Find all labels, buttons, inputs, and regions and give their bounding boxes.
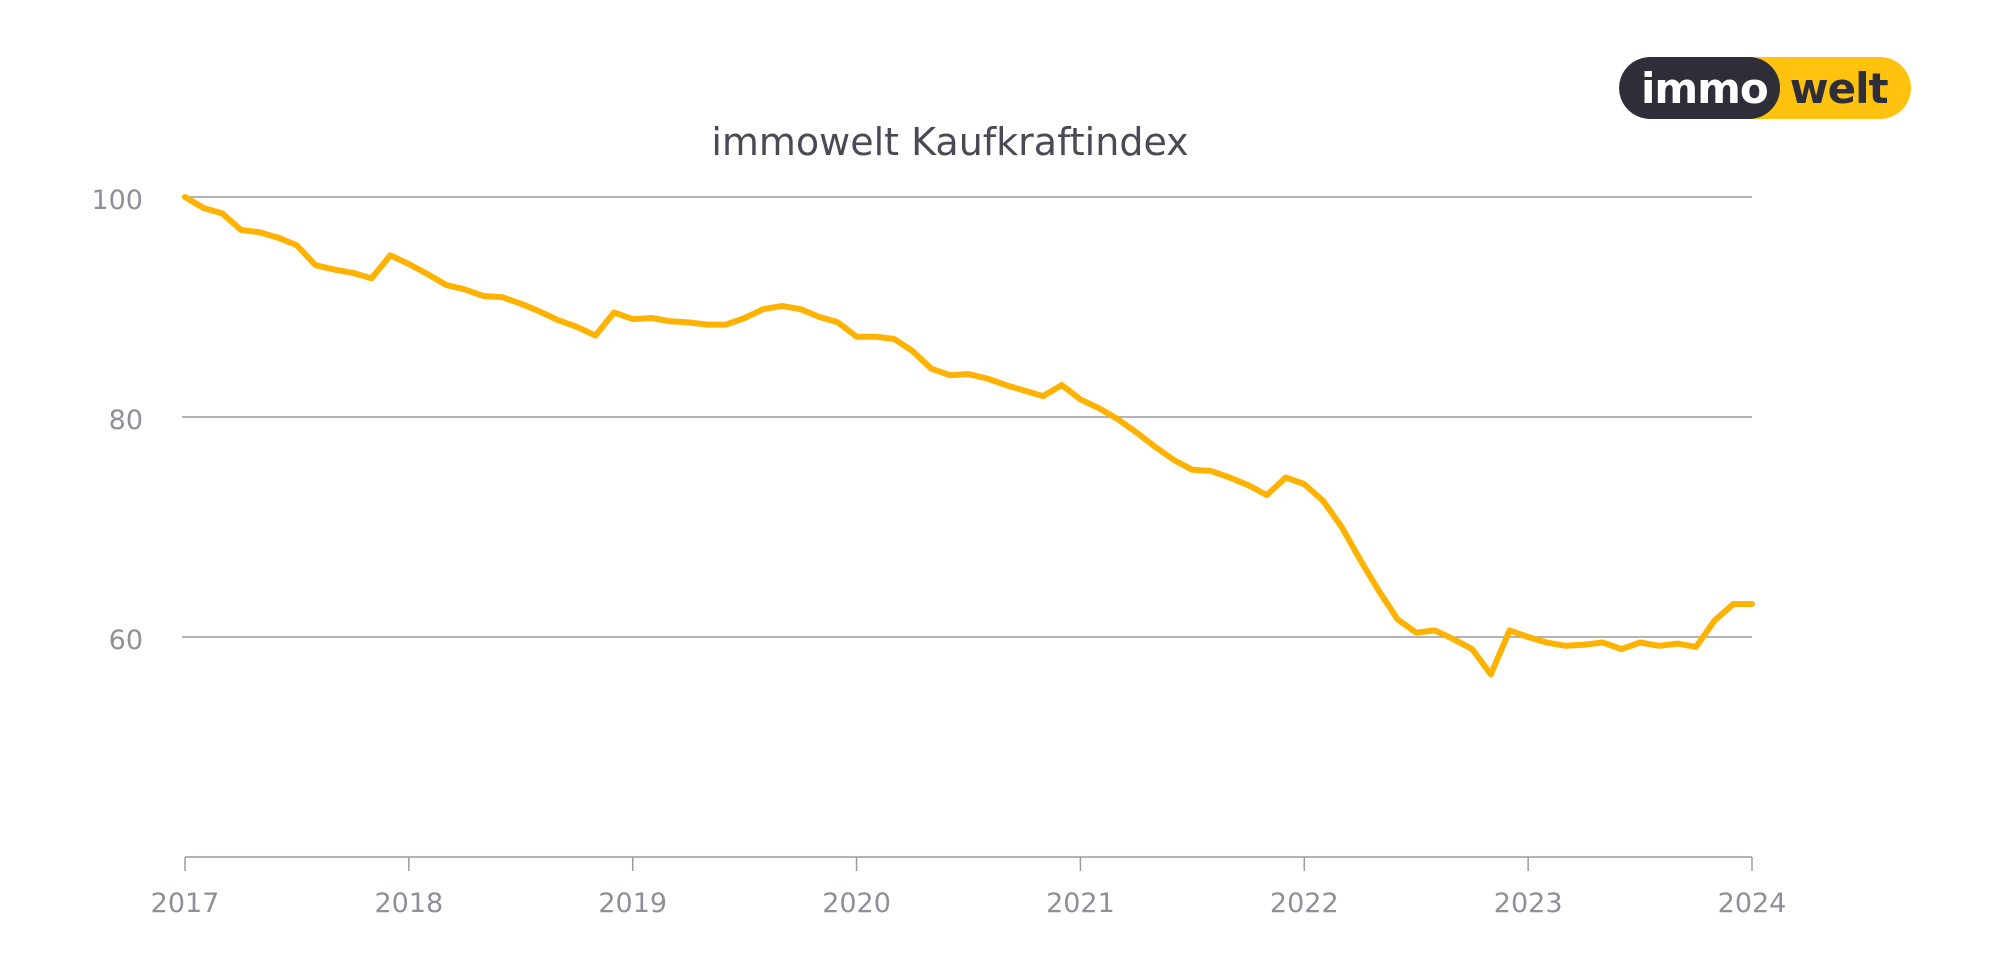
plot-area: [182, 194, 1755, 678]
x-tick-label: 2021: [1046, 888, 1115, 919]
y-tick-label: 100: [91, 185, 143, 216]
x-tick-label: 2022: [1270, 888, 1339, 919]
x-tick-label: 2018: [374, 888, 443, 919]
gridlines: [182, 196, 1752, 638]
x-tick-label: 2019: [598, 888, 667, 919]
immowelt-logo: immo welt: [1619, 57, 1911, 119]
x-tick-label: 2024: [1718, 888, 1787, 919]
x-tick-label: 2020: [822, 888, 891, 919]
series-line-0: [182, 194, 1755, 678]
y-tick-label: 60: [109, 625, 143, 656]
x-tick-label: 2023: [1494, 888, 1563, 919]
x-tick-label: 2017: [151, 888, 220, 919]
y-axis: 100 80 60: [91, 185, 143, 656]
logo-immo-text: immo: [1619, 57, 1780, 119]
y-tick-label: 80: [109, 405, 143, 436]
x-axis: 2017 2018 2019 2020 2021 2022 2023 2024: [151, 856, 1787, 919]
chart-title: immowelt Kaufkraftindex: [711, 120, 1188, 164]
